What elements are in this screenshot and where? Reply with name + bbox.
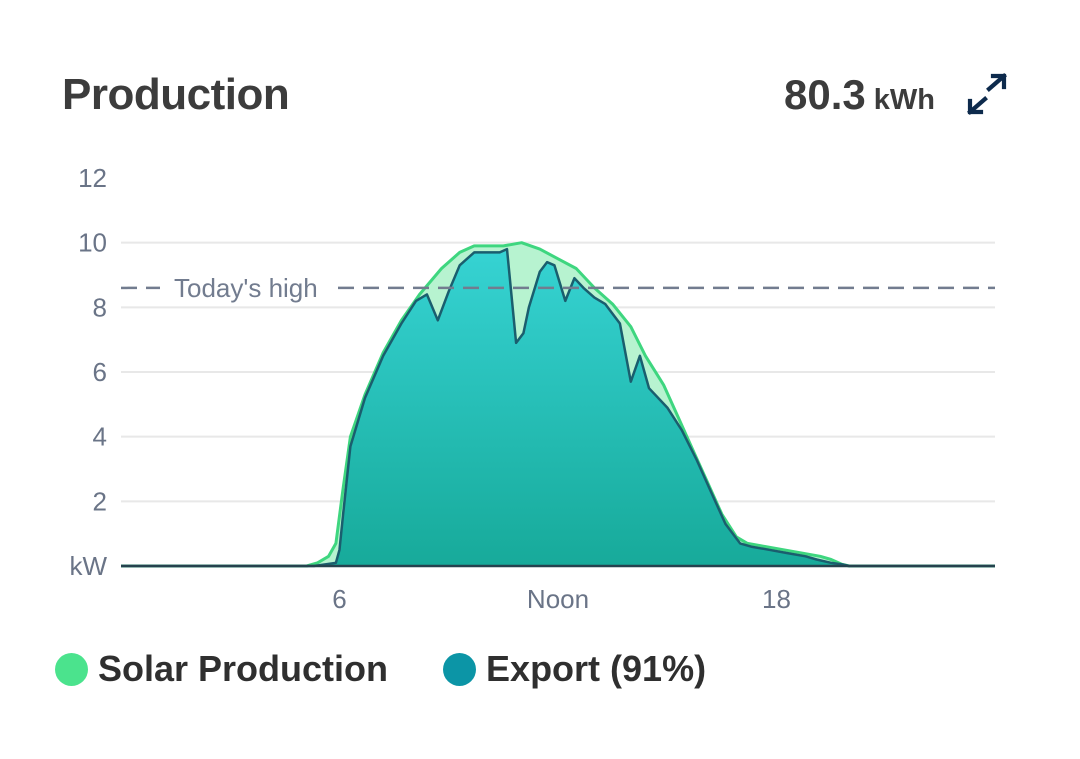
legend-swatch-solar-production xyxy=(55,652,88,686)
total-value: 80.3 xyxy=(784,71,866,118)
solar-production-line xyxy=(121,241,995,568)
todays-high-label: Today's high xyxy=(174,273,318,303)
x-tick-label-18: 18 xyxy=(762,584,791,614)
chart-series xyxy=(121,241,995,568)
y-tick-label-10: 10 xyxy=(78,228,107,258)
export-area xyxy=(121,249,995,566)
chart-legend: Solar Production Export (91%) xyxy=(55,648,706,690)
legend-swatch-export xyxy=(443,652,477,686)
card-title: Production xyxy=(62,70,290,119)
expand-button[interactable] xyxy=(962,70,1012,120)
chart-axes: kW 2 4 6 8 10 12 6 Noon 18 xyxy=(69,163,995,614)
y-tick-label-12: 12 xyxy=(78,163,107,193)
legend-item-solar-production[interactable]: Solar Production xyxy=(55,648,388,690)
y-tick-label-0: kW xyxy=(69,551,107,581)
export-line xyxy=(121,247,995,568)
production-chart: Today's high kW 2 4 6 8 10 12 6 Noon 18 xyxy=(69,163,995,614)
y-tick-label-8: 8 xyxy=(93,292,107,322)
legend-label-export: Export (91%) xyxy=(486,648,707,689)
expand-arrows-icon xyxy=(967,73,1007,115)
production-total: 80.3 kWh xyxy=(784,66,935,134)
legend-item-export[interactable]: Export (91%) xyxy=(443,648,706,690)
y-tick-label-2: 2 xyxy=(93,486,107,516)
chart-reference: Today's high xyxy=(121,273,995,303)
legend-label-solar-production: Solar Production xyxy=(98,648,389,689)
y-tick-label-4: 4 xyxy=(93,422,107,452)
y-tick-label-6: 6 xyxy=(93,357,107,387)
x-tick-label-6: 6 xyxy=(332,584,346,614)
total-unit: kWh xyxy=(873,84,935,116)
x-tick-label-noon: Noon xyxy=(527,584,589,614)
